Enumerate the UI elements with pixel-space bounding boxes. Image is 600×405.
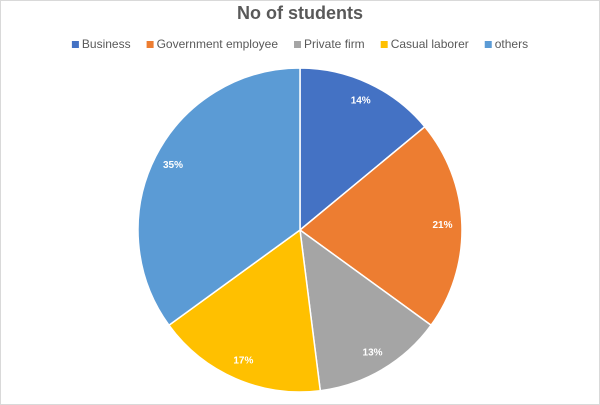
data-label: 13% <box>363 347 383 358</box>
pie-slice <box>299 67 426 232</box>
legend-label: others <box>495 37 528 51</box>
data-label: 17% <box>233 355 253 366</box>
chart-title: No of students <box>237 3 363 23</box>
legend: Business Government employee Private firm C… <box>71 37 528 51</box>
legend-swatch <box>484 41 492 48</box>
legend-swatch <box>294 41 302 48</box>
legend-label: Government employee <box>157 37 279 51</box>
legend-label: Business <box>82 37 131 51</box>
data-label: 35% <box>163 160 183 171</box>
pie-slice <box>137 67 301 327</box>
pie-slice <box>299 228 433 392</box>
data-label: 14% <box>351 96 371 107</box>
legend-label: Private firm <box>304 37 365 51</box>
legend-label: Casual laborer <box>391 37 469 51</box>
data-label: 21% <box>432 220 452 231</box>
legend-swatch <box>146 41 154 48</box>
legend-swatch <box>380 41 388 48</box>
pie-slice <box>167 228 322 393</box>
pie-slice <box>298 125 463 327</box>
legend-swatch <box>71 41 79 48</box>
